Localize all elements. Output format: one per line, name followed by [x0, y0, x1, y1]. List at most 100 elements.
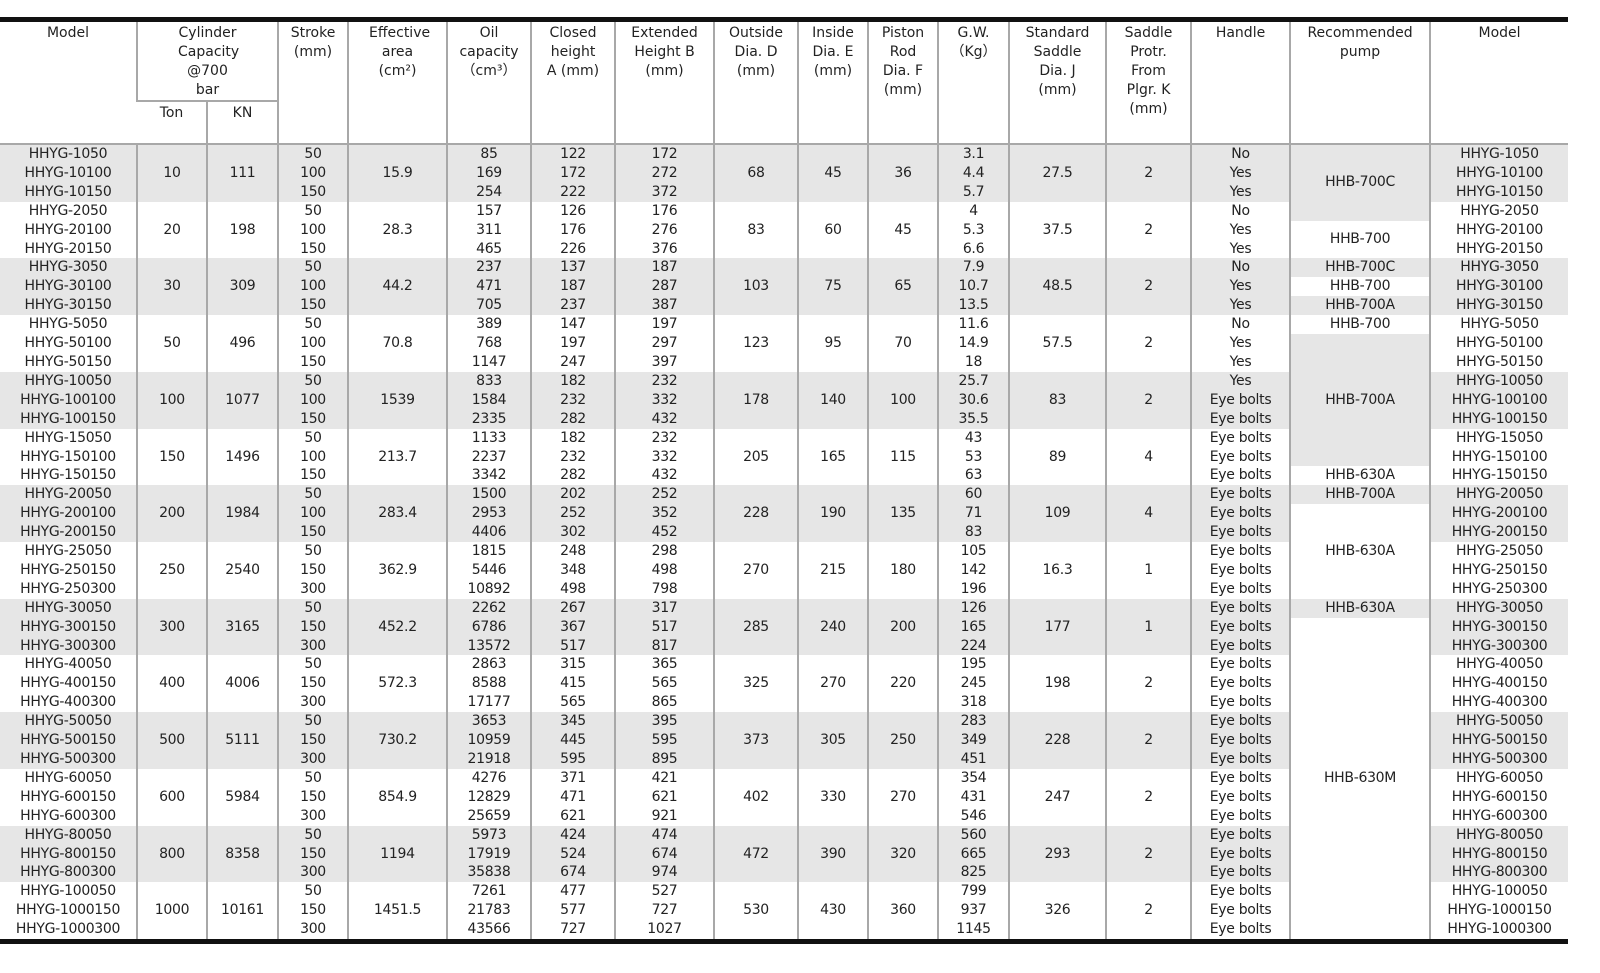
- model-cell: HHYG-80050: [0, 825, 137, 845]
- gw-cell: 354: [937, 768, 1010, 788]
- handle-cell: Yes: [1190, 371, 1291, 391]
- model-cell-right: HHYG-300300: [1429, 636, 1569, 656]
- table-row: HHYG-400150 150 8588 415 565 245 Eye bolts HHYG…: [0, 674, 1569, 694]
- stroke-cell: 150: [277, 182, 349, 202]
- kn-cell: 8358: [205, 825, 279, 883]
- extended-height-cell: 565: [614, 674, 715, 694]
- model-cell-right: HHYG-40050: [1429, 655, 1569, 675]
- oil-cell: 254: [446, 182, 532, 202]
- oil-cell: 17177: [446, 693, 532, 713]
- inside-dia-cell: 390: [797, 825, 869, 883]
- stroke-cell: 50: [277, 768, 349, 788]
- model-cell: HHYG-30100: [0, 277, 137, 297]
- model-cell: HHYG-30150: [0, 296, 137, 316]
- pump-cell: HHB-700A: [1289, 296, 1431, 316]
- extended-height-cell: 727: [614, 901, 715, 921]
- rod-dia-cell: 100: [867, 371, 939, 429]
- model-cell-right: HHYG-500300: [1429, 750, 1569, 769]
- extended-height-cell: 276: [614, 220, 715, 240]
- handle-cell: Eye bolts: [1190, 901, 1291, 921]
- oil-cell: 21783: [446, 901, 532, 921]
- model-cell: HHYG-800300: [0, 863, 137, 883]
- model-cell: HHYG-600150: [20, 788, 116, 805]
- oil-cell: 311: [446, 220, 532, 240]
- gw-cell: 43: [937, 428, 1010, 448]
- stroke-cell: 300: [277, 636, 349, 656]
- model-cell-right: HHYG-200150: [1429, 523, 1569, 543]
- table-row: HHYG-600150 150 12829 471 621 431 Eye bolts HHY…: [0, 787, 1569, 807]
- area-cell: 362.9: [347, 542, 448, 599]
- pump-cell: HHB-700: [1289, 220, 1431, 259]
- stroke-cell: 150: [277, 617, 349, 637]
- rod-dia-cell: 70: [867, 315, 939, 372]
- kn-cell: 2540: [205, 542, 279, 599]
- model-cell-right: HHYG-30150: [1429, 296, 1569, 316]
- handle-cell: Eye bolts: [1190, 844, 1291, 864]
- model-cell-right: HHYG-200100: [1429, 504, 1569, 524]
- saddle-dia-cell: 247: [1008, 768, 1107, 826]
- extended-height-cell: 252: [614, 485, 715, 505]
- stroke-cell: 150: [277, 560, 349, 580]
- handle-cell: Eye bolts: [1190, 466, 1291, 486]
- handle-cell: Eye bolts: [1190, 636, 1291, 656]
- handle-cell: Yes: [1190, 277, 1291, 297]
- closed-height-cell: 282: [530, 409, 616, 429]
- stroke-cell: 50: [277, 655, 349, 675]
- saddle-protr-cell: 4: [1105, 428, 1192, 486]
- model-cell: HHYG-60050: [24, 769, 112, 786]
- extended-height-cell: 817: [614, 636, 715, 656]
- handle-cell: Eye bolts: [1190, 674, 1291, 694]
- gw-cell: 3.1: [937, 144, 1010, 164]
- rod-dia-cell: 45: [867, 201, 939, 259]
- pump-cell: HHB-700A: [1289, 334, 1431, 467]
- extended-height-cell: 974: [614, 863, 715, 883]
- saddle-protr-cell: 4: [1105, 485, 1192, 543]
- closed-height-cell: 122: [530, 144, 616, 164]
- extended-height-cell: 527: [614, 882, 715, 902]
- pump-cell: HHB-700C: [1289, 144, 1431, 221]
- oil-cell: 25659: [446, 806, 532, 826]
- closed-height-cell: 197: [530, 334, 616, 353]
- outside-dia-cell: 83: [713, 201, 799, 259]
- outside-dia-cell: 402: [713, 768, 799, 826]
- oil-cell: 465: [446, 239, 532, 259]
- saddle-dia-cell: 228: [1008, 712, 1107, 769]
- oil-cell: 35838: [446, 863, 532, 883]
- closed-height-cell: 182: [530, 428, 616, 448]
- ton-cell: 10: [136, 144, 207, 202]
- closed-height-cell: 498: [530, 579, 616, 599]
- ton-cell: 20: [136, 201, 207, 259]
- closed-height-cell: 182: [530, 371, 616, 391]
- pump-cell: HHB-630M: [1289, 617, 1431, 942]
- saddle-protr-cell: 2: [1105, 655, 1192, 713]
- saddle-protr-cell: 2: [1105, 201, 1192, 259]
- ton-cell: 500: [136, 712, 207, 769]
- rod-dia-cell: 115: [867, 428, 939, 486]
- oil-cell: 10892: [446, 579, 532, 599]
- stroke-cell: 300: [277, 579, 349, 599]
- oil-cell: 1133: [446, 428, 532, 448]
- closed-height-cell: 371: [530, 768, 616, 788]
- table-row: HHYG-50050 500 5111 50 730.2 3653 345 395 373 305…: [0, 712, 1569, 769]
- oil-cell: 2863: [446, 655, 532, 675]
- ton-cell: 400: [136, 655, 207, 713]
- model-cell: HHYG-2050: [28, 202, 108, 219]
- gw-cell: 431: [937, 787, 1010, 807]
- area-cell: 572.3: [347, 655, 448, 713]
- gw-cell: 937: [937, 901, 1010, 921]
- extended-height-cell: 621: [614, 787, 715, 807]
- gw-cell: 83: [937, 523, 1010, 543]
- kn-cell: 111: [205, 144, 279, 202]
- saddle-protr-cell: 2: [1105, 882, 1192, 942]
- extended-height-cell: 865: [614, 693, 715, 713]
- area-cell: 44.2: [347, 258, 448, 316]
- table-row: HHYG-10100 100 169 172 272 4.4 Yes HHYG-10100: [0, 163, 1569, 183]
- kn-cell: 309: [205, 258, 279, 316]
- model-cell: HHYG-400150: [20, 675, 116, 692]
- handle-cell: Eye bolts: [1190, 825, 1291, 845]
- table-row: HHYG-400300 300 17177 565 865 318 Eye bolts HHY…: [0, 693, 1569, 713]
- table-row: HHYG-150100 100 2237 232 332 53 Eye bolts HHYG-…: [0, 447, 1569, 467]
- stroke-cell: 150: [277, 523, 349, 543]
- model-cell-right: HHYG-15050: [1429, 428, 1569, 448]
- table-body: HHYG-1050 10 111 50 15.9 85 122 172 68 45 36 3.1 27.…: [0, 144, 1569, 942]
